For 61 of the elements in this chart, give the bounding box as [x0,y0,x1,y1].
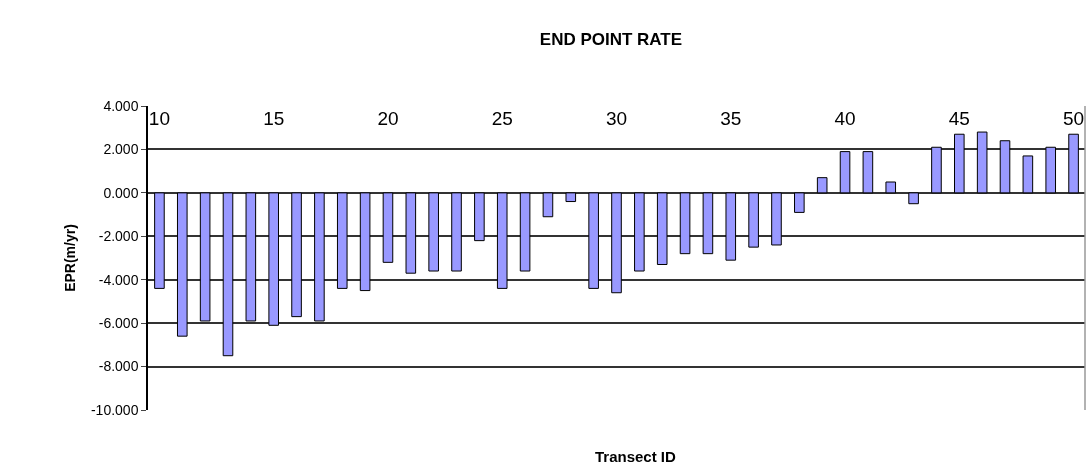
bar [565,192,577,203]
bar [702,192,714,255]
y-tick-label: -8.000 [98,358,139,375]
bar [656,192,668,266]
bar [1045,146,1057,194]
bar [748,192,759,248]
bar [222,192,234,357]
x-tick-label: 20 [377,108,399,130]
bar [291,192,302,318]
x-tick-label: 25 [491,108,513,130]
bar [496,192,508,289]
bar [336,192,348,289]
y-axis-title: EPR(m/yr) [62,224,79,292]
x-tick-label: 35 [720,108,742,130]
bar [199,192,211,322]
bar [931,146,942,194]
bar [1022,155,1034,194]
bar [954,133,965,194]
bar [382,192,394,263]
bar [679,192,691,255]
x-tick-label: 40 [834,108,856,130]
x-tick-label: 50 [1063,108,1085,130]
bar [839,151,851,194]
bar [268,192,279,326]
bar [474,192,485,242]
x-tick-label: 15 [263,108,285,130]
x-axis-title: Transect ID [595,448,677,465]
bar [519,192,531,272]
bar [611,192,622,294]
bar [314,192,325,322]
bar [1068,133,1079,194]
bar [154,192,165,289]
x-tick-label: 30 [605,108,628,130]
x-tick-label: 45 [948,108,970,130]
y-tick-label: -10.000 [90,401,139,418]
bar [405,192,417,274]
bar [634,192,645,272]
bar [885,181,897,194]
bar [862,151,874,194]
y-tick-label: -4.000 [98,271,139,288]
x-tick-label: 10 [148,108,170,130]
y-tick-label: 4.000 [103,97,139,114]
bar [908,192,919,205]
bar [816,177,828,194]
bar [976,131,988,194]
bar [725,192,737,261]
bar [428,192,439,272]
bar [359,192,371,292]
bar [176,192,188,337]
bar [999,140,1011,194]
y-tick-label: -6.000 [98,315,139,332]
y-tick-label: 0.000 [103,184,139,201]
bar [771,192,782,246]
bar [588,192,599,289]
bar [542,192,554,218]
bar [245,192,257,322]
bar [794,192,805,213]
y-tick-label: -2.000 [98,228,139,245]
bar [451,192,462,272]
y-tick-label: 2.000 [103,141,139,158]
chart-title: END POINT RATE [539,30,683,50]
